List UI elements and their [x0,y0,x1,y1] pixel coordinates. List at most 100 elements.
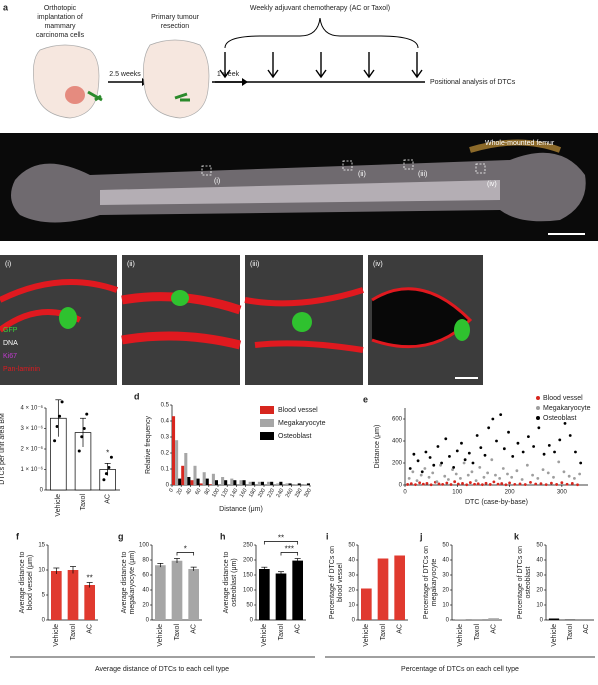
legend-label: Blood vessel [543,395,583,402]
bracket-label: * [184,545,187,554]
bar [233,480,237,485]
y-axis-label: Percentage of DTCs on [423,546,430,619]
data-point [578,472,582,476]
data-point [531,473,534,477]
data-point [573,477,576,480]
data-point [476,482,480,486]
y-tick-label: 30 [348,573,355,579]
y-tick-label: 0 [399,483,403,489]
bar [260,481,264,485]
data-point [470,470,474,474]
y-tick-label: 10 [442,603,449,609]
y-axis-label: blood vessel (μm) [27,555,34,610]
data-point [432,463,436,467]
data-point [483,453,487,457]
x-tick-label: 240 [276,488,286,499]
y-tick-label: 3 × 10⁻⁶ [21,425,44,432]
x-tick-label: Vehicle [551,624,558,647]
panel-letter: k [514,531,520,541]
data-point [411,470,415,474]
x-tick-label: 220 [266,488,276,499]
x-tick-label: AC [105,494,112,504]
interval: 2.5 weeks [109,71,141,78]
data-point [459,477,462,480]
y-axis-label: Average distance to [223,552,230,614]
dose-arrows [219,52,423,79]
data-point [526,435,530,438]
data-point [498,477,502,480]
data-point [454,472,458,476]
bar [548,618,560,620]
step-text: resection [161,23,190,30]
y-tick-label: 250 [243,543,254,549]
data-point [542,452,546,456]
y-tick-label: 20 [142,603,149,609]
legend-swatch [260,406,274,414]
data-point [501,467,505,470]
data-point [406,483,410,486]
y-axis-label: Percentage of DTCs on [517,546,524,619]
y-tick-label: 40 [348,558,355,564]
data-point [552,475,555,479]
bar [455,619,466,620]
bar [155,565,166,620]
data-point [452,466,456,469]
panel-letter: j [419,531,423,541]
x-tick-label: Vehicle [157,624,164,647]
panel-letter: a [3,2,9,12]
y-axis-label: blood vessel [337,563,344,602]
y-axis-label: Relative frequency [145,416,152,474]
data-point [415,479,419,482]
data-point [513,482,517,486]
data-point [462,461,466,465]
x-tick-label: Vehicle [457,624,464,647]
panel-letter: e [363,394,368,404]
step-text: implantation of [37,14,83,21]
y-axis-label: Distance (μm) [374,425,381,469]
data-point [550,481,553,485]
data-point [453,480,457,484]
y-tick-label: 50 [348,543,355,549]
legend-marker [536,396,540,400]
x-tick-label: 140 [230,488,240,499]
bracket-label: *** [285,545,294,554]
step-text: Orthotopic [44,5,77,12]
data-point [546,471,550,475]
bar [178,478,182,485]
annotation: ** [87,574,93,583]
legend-label: Osteoblast [543,415,577,422]
bar [188,569,199,620]
y-tick-label: 40 [536,558,543,564]
data-point [516,441,520,445]
x-axis-label: Distance (μm) [219,506,263,513]
data-point [407,477,411,480]
data-point [480,483,484,487]
bar [187,477,191,485]
y-axis-label: Percentage of DTCs on [329,546,336,619]
y-tick-label: 50 [246,603,253,609]
y-axis-label: Average distance to [121,552,128,614]
data-point [486,471,490,475]
x-tick-label: AC [583,624,590,634]
data-point [474,479,478,482]
data-point [446,478,450,481]
x-tick-label: Vehicle [261,624,268,647]
data-point [558,438,562,442]
bar [184,453,188,485]
data-point [80,435,84,439]
x-tick-label: Taxol [380,624,387,641]
y-tick-label: 10 [348,603,355,609]
data-point [424,450,428,454]
data-point [570,482,574,485]
y-tick-label: 60 [142,573,149,579]
data-point [553,450,556,454]
data-point [85,412,89,416]
bracket [280,552,299,556]
data-point [451,468,454,471]
x-tick-label: 280 [294,488,304,499]
data-point [494,473,497,477]
panel-label: (iii) [250,261,259,268]
y-tick-label: 100 [139,543,150,549]
bar [84,585,95,620]
